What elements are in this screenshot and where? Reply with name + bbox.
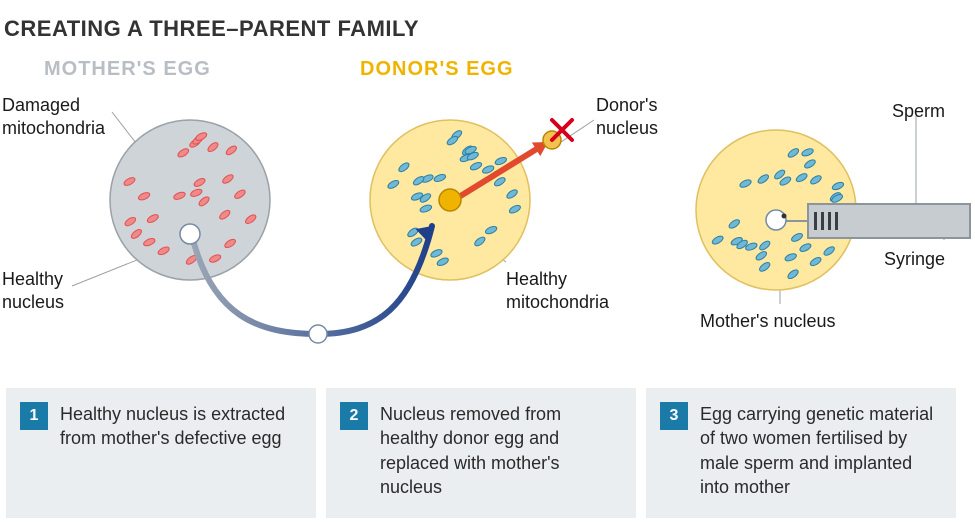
step-1: 1 Healthy nucleus is extracted from moth… (6, 388, 316, 518)
step-number: 1 (20, 402, 48, 430)
label-sperm: Sperm (892, 100, 945, 123)
step-text: Nucleus removed from healthy donor egg a… (380, 402, 622, 499)
diagram-title: CREATING A THREE–PARENT FAMILY (4, 16, 419, 42)
label-mothers-nucleus: Mother's nucleus (700, 310, 836, 333)
steps-row: 1 Healthy nucleus is extracted from moth… (6, 388, 956, 518)
step-2: 2 Nucleus removed from healthy donor egg… (326, 388, 636, 518)
step-text: Healthy nucleus is extracted from mother… (60, 402, 302, 451)
subtitle-donors-egg: DONOR'S EGG (360, 58, 514, 81)
label-donors-nucleus: Donor'snucleus (596, 94, 658, 139)
step-3: 3 Egg carrying genetic material of two w… (646, 388, 956, 518)
step-number: 2 (340, 402, 368, 430)
step-number: 3 (660, 402, 688, 430)
label-healthy-mitochondria: Healthymitochondria (506, 268, 609, 313)
step-text: Egg carrying genetic material of two wom… (700, 402, 942, 499)
label-healthy-nucleus: Healthynucleus (2, 268, 64, 313)
label-damaged-mitochondria: Damagedmitochondria (2, 94, 105, 139)
label-syringe: Syringe (884, 248, 945, 271)
subtitle-mothers-egg: MOTHER'S EGG (44, 58, 211, 81)
